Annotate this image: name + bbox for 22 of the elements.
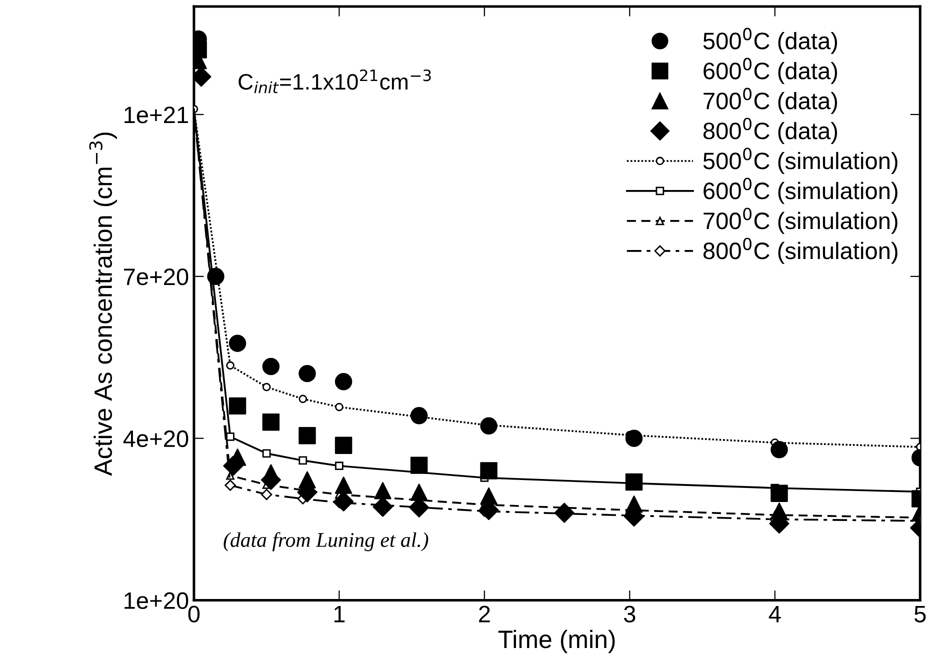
legend-label: 600$^{0}$C (simulation) [704, 178, 898, 204]
y-tick-label: 7e+20 [124, 268, 188, 286]
x-tick-label: 0 [188, 606, 200, 622]
annotation: (data from Luning et al.) [224, 532, 428, 552]
legend-label: 700$^{0}$C (data) [704, 88, 838, 114]
y-tick-label: 1e+20 [124, 592, 188, 610]
x-tick-label: 1 [334, 606, 345, 622]
y-tick-label: 4e+20 [123, 430, 188, 448]
x-tick-label: 4 [768, 606, 781, 622]
y-axis-title: Active As concentration (cm$^{−3}$) [89, 132, 117, 476]
x-tick-label: 5 [914, 606, 926, 622]
x-tick-label: 2 [479, 606, 490, 622]
legend-label: 700$^{0}$C (simulation) [704, 208, 898, 234]
legend-label: 600$^{0}$C (data) [704, 58, 838, 84]
legend-label: 800$^{0}$C (data) [703, 118, 838, 144]
annotation: C$_{init}$=1.1x10$^{21}$cm$^{−3}$ [238, 69, 431, 94]
legend-label: 500$^{0}$C (simulation) [703, 148, 898, 174]
legend-label: 800$^{0}$C (simulation) [703, 238, 898, 264]
x-tick-label: 3 [624, 606, 636, 622]
y-tick-label: 1e+21 [124, 106, 188, 124]
x-axis-title: Time (min) [498, 630, 615, 654]
legend-label: 500$^{0}$C (data) [703, 28, 838, 54]
